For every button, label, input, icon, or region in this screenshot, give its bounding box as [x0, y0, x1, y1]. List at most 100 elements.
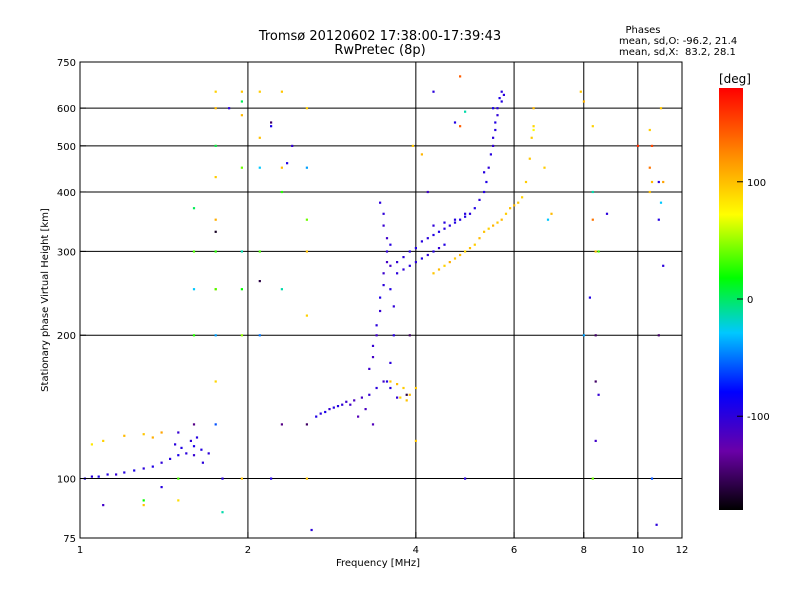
data-point: [432, 250, 435, 253]
y-tick-label: 300: [57, 247, 76, 258]
x-axis: 1 2 4 6 8 10 12: [77, 532, 689, 556]
data-point: [473, 207, 476, 210]
chart-subtitle: RwPretec (8p): [334, 43, 425, 58]
data-point: [402, 268, 405, 271]
data-point: [106, 473, 109, 476]
data-point: [426, 237, 429, 240]
data-point: [177, 499, 180, 502]
data-point: [594, 334, 597, 337]
data-point: [453, 221, 457, 224]
data-point: [443, 243, 446, 246]
data-point: [258, 136, 261, 139]
y-tick-label: 100: [57, 475, 76, 486]
data-point: [396, 383, 399, 386]
data-point: [396, 396, 399, 399]
data-point: [594, 439, 597, 442]
data-point: [305, 477, 308, 480]
data-point: [389, 386, 392, 390]
data-point: [200, 448, 203, 451]
data-point: [448, 261, 451, 264]
data-point: [648, 166, 651, 169]
data-point: [258, 250, 261, 253]
data-point: [214, 230, 217, 233]
phase-annotation: Phases mean, sd,O: -96.2, 21.4 mean, sd,…: [619, 25, 737, 58]
data-point: [546, 218, 550, 221]
data-point: [659, 107, 663, 110]
data-point: [492, 224, 495, 227]
data-point: [280, 288, 283, 291]
data-point: [379, 309, 382, 313]
data-point: [240, 288, 243, 291]
data-point: [657, 180, 660, 184]
data-point: [517, 201, 520, 204]
data-point: [375, 386, 378, 390]
data-point: [160, 461, 163, 464]
data-point: [402, 256, 405, 259]
data-point: [332, 406, 335, 409]
data-point: [160, 486, 163, 489]
data-point: [240, 100, 243, 103]
data-point: [478, 237, 481, 240]
data-point: [189, 439, 192, 442]
data-point: [192, 334, 196, 337]
color-bar-tick-label: -100: [747, 412, 770, 423]
data-point: [485, 180, 488, 184]
data-point: [408, 264, 411, 267]
data-point: [396, 272, 399, 275]
data-point: [192, 288, 196, 291]
x-tick-label: 12: [676, 545, 689, 556]
data-point: [464, 250, 467, 253]
data-point: [389, 243, 392, 246]
data-point: [192, 423, 196, 426]
phase-annotation-x: mean, sd,X: 83.2, 28.1: [619, 47, 736, 58]
x-axis-label: Frequency [MHz]: [336, 558, 420, 569]
data-point: [324, 410, 327, 414]
data-point: [270, 121, 273, 124]
data-point: [185, 452, 188, 455]
data-point: [597, 393, 600, 396]
x-tick-label: 8: [581, 545, 587, 556]
data-point: [389, 380, 392, 383]
data-point: [453, 121, 457, 124]
data-point: [414, 261, 417, 264]
data-point: [650, 144, 654, 147]
data-point: [437, 247, 441, 250]
data-point: [500, 90, 503, 93]
data-point: [240, 477, 243, 480]
data-point: [214, 250, 217, 253]
data-point: [319, 412, 322, 415]
y-tick-label: 200: [57, 331, 76, 342]
data-point: [502, 93, 505, 96]
data-point: [228, 107, 231, 110]
data-point: [464, 215, 467, 218]
data-point: [414, 386, 417, 390]
data-point: [305, 314, 308, 317]
data-point: [90, 475, 93, 478]
data-point: [385, 380, 389, 383]
data-point: [379, 296, 382, 299]
data-point: [496, 221, 499, 224]
data-point: [468, 212, 472, 215]
data-point: [650, 180, 654, 184]
data-point: [655, 523, 658, 526]
data-point: [489, 153, 492, 156]
data-point: [528, 157, 531, 160]
data-point: [459, 125, 462, 128]
data-point: [371, 344, 375, 347]
data-point: [151, 436, 154, 439]
data-point: [291, 144, 294, 147]
data-point: [432, 90, 435, 93]
data-point: [483, 230, 486, 233]
data-point: [483, 190, 486, 194]
data-point: [588, 296, 591, 299]
data-point: [371, 356, 375, 359]
y-tick-label: 600: [57, 104, 76, 115]
data-point: [305, 423, 308, 426]
data-point: [650, 477, 654, 480]
data-point: [349, 403, 352, 406]
data-point: [180, 446, 183, 449]
data-point: [357, 415, 360, 418]
title-block: Tromsø 20120602 17:38:00-17:39:43 RwPret…: [258, 29, 501, 58]
data-point: [483, 171, 486, 174]
data-point: [405, 393, 408, 396]
